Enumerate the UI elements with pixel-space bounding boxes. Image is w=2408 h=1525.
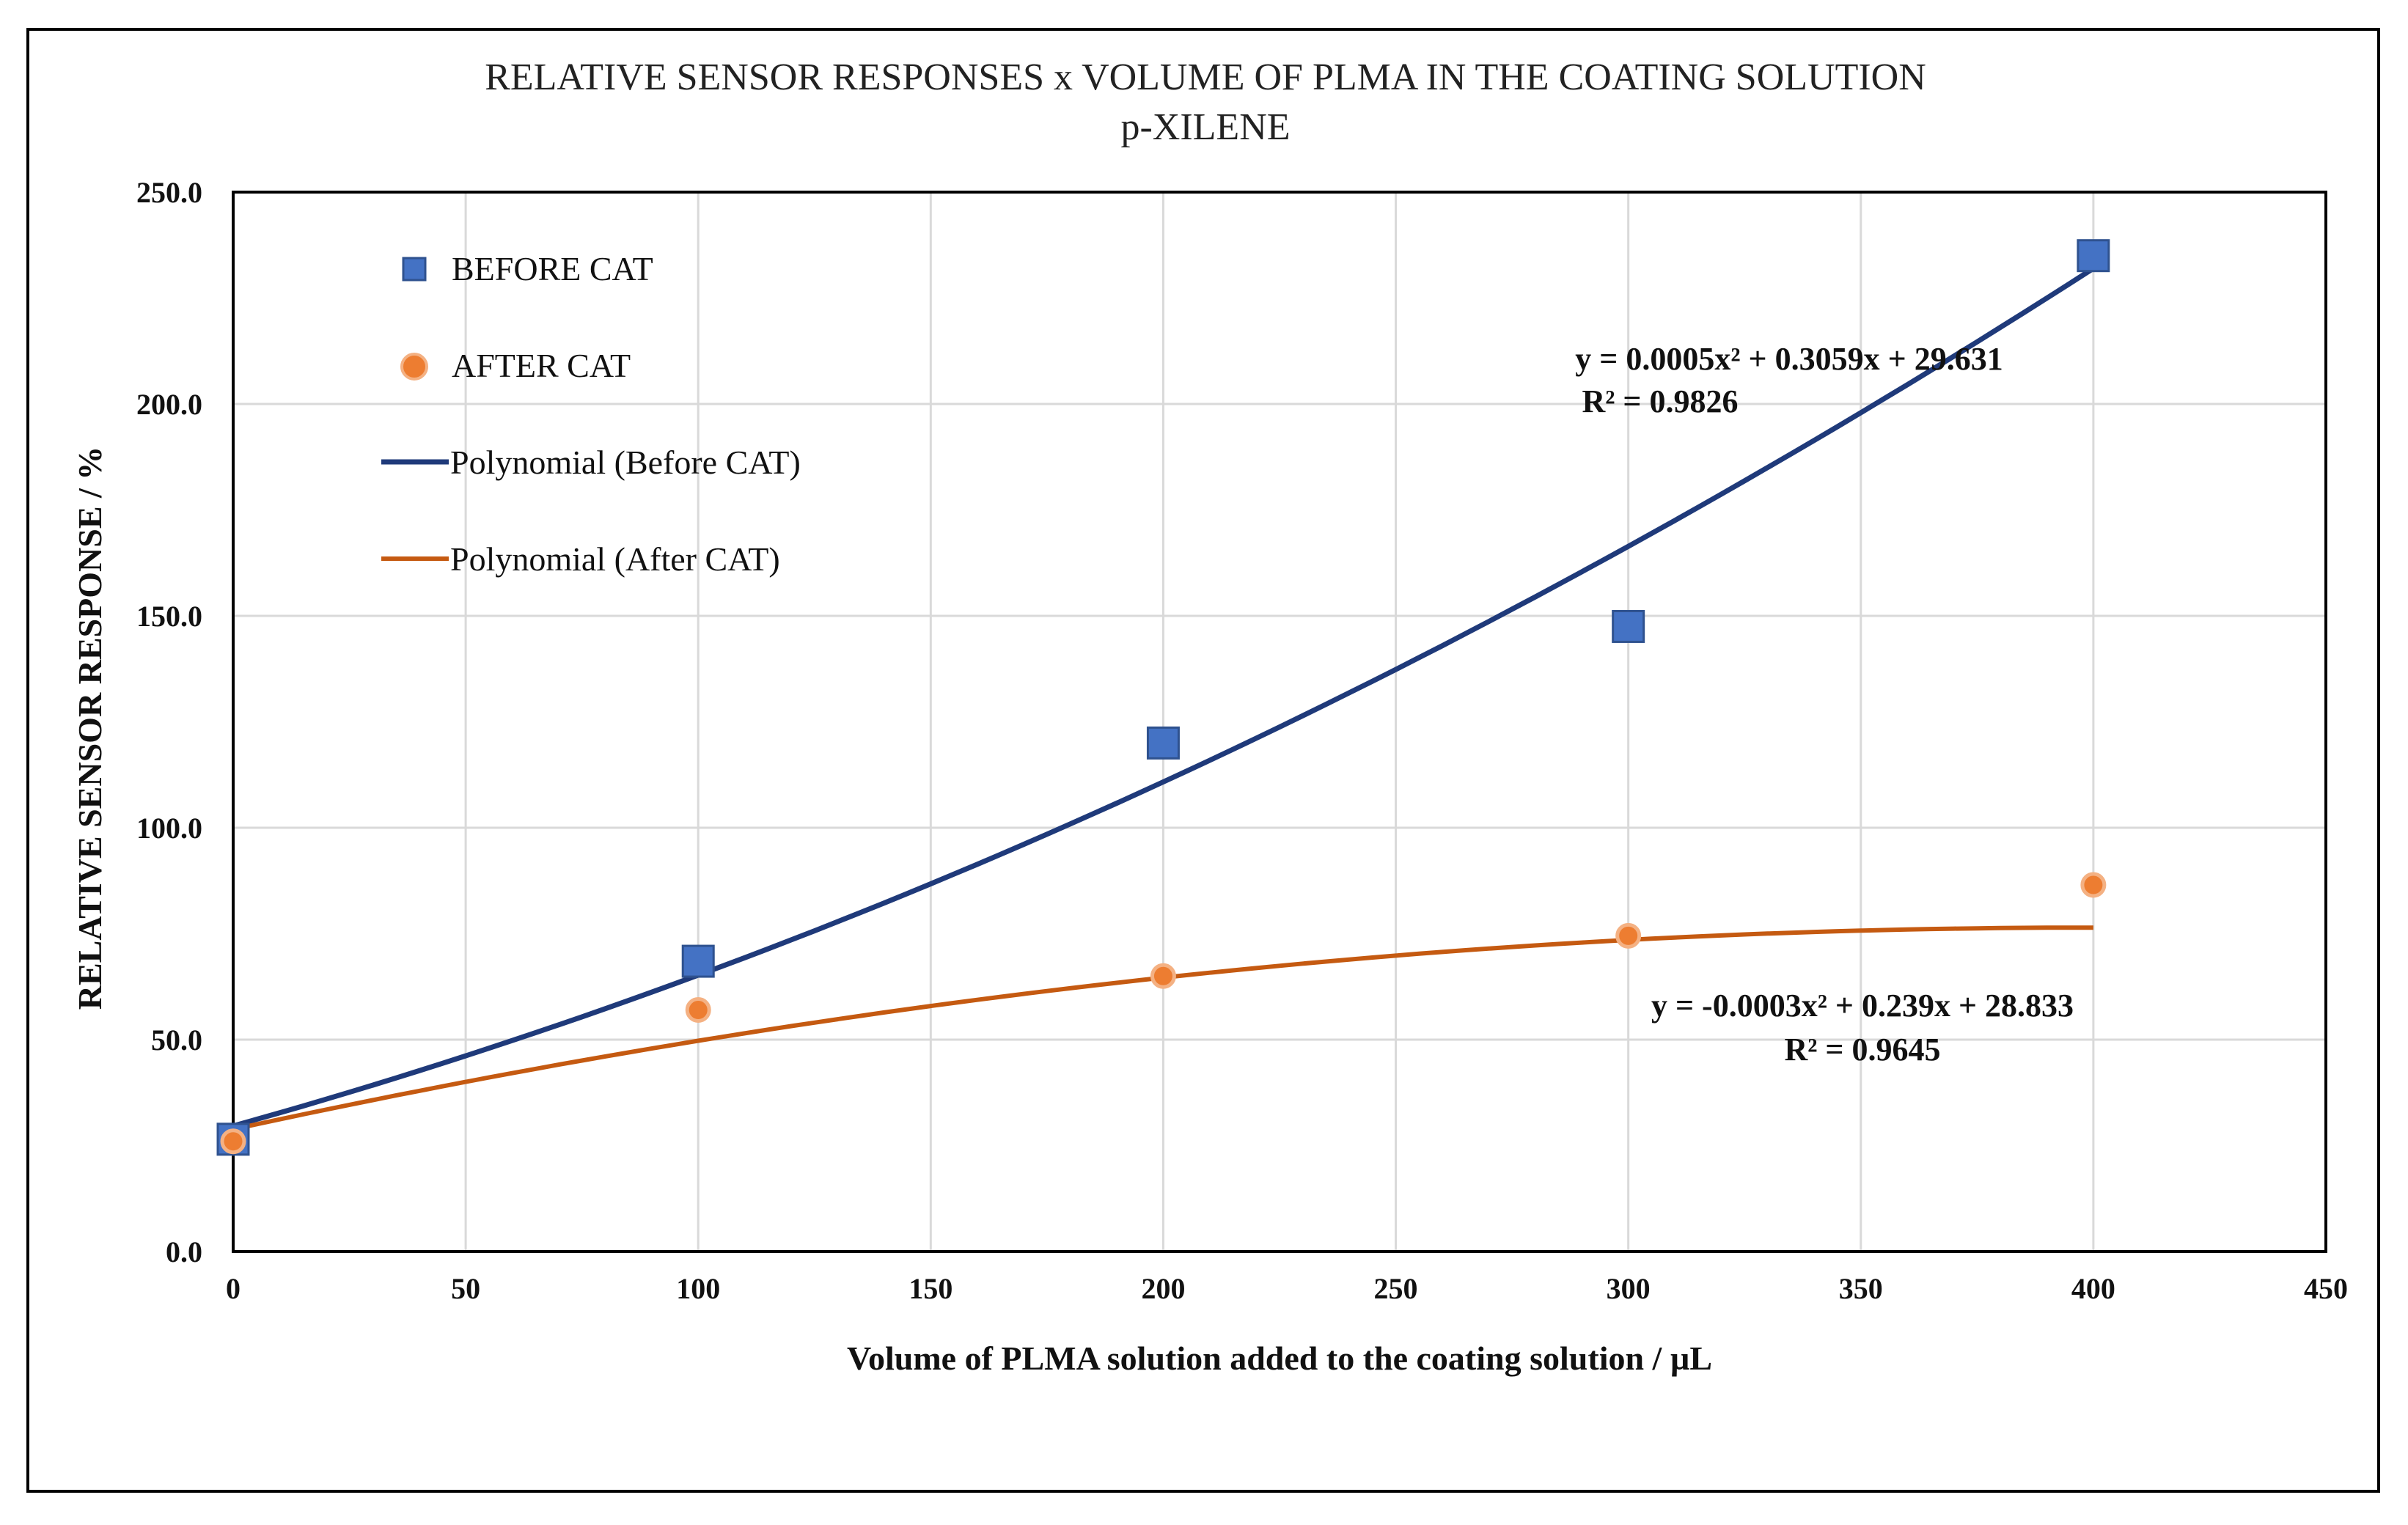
x-tick-label: 300 <box>1607 1272 1651 1305</box>
point-after-cat <box>220 1128 246 1155</box>
x-tick-label: 350 <box>1839 1272 1883 1305</box>
x-axis-ticks: 0 50 100 150 200 250 300 350 400 450 <box>226 1272 2348 1305</box>
x-tick-label: 150 <box>908 1272 952 1305</box>
r2-before-cat: R² = 0.9826 <box>1582 383 1738 419</box>
plot-area-border <box>232 191 2327 1253</box>
x-tick-label: 50 <box>451 1272 480 1305</box>
r2-after-cat: R² = 0.9645 <box>1784 1032 1940 1068</box>
x-tick-label: 450 <box>2304 1272 2348 1305</box>
y-axis-label: RELATIVE SENSOR RESPONSE / % <box>71 447 109 1010</box>
legend-marker-before-cat <box>402 257 427 282</box>
legend-label-before-cat: BEFORE CAT <box>452 250 653 287</box>
x-axis-label: Volume of PLMA solution added to the coa… <box>847 1340 1712 1377</box>
point-before-cat <box>2077 239 2110 273</box>
y-tick-label: 250.0 <box>136 176 202 209</box>
data-points <box>216 239 2110 1156</box>
grid <box>233 192 2326 1252</box>
equation-before-cat: y = 0.0005x² + 0.3059x + 29.631 <box>1575 341 2003 377</box>
point-after-cat <box>1615 922 1642 949</box>
y-axis-ticks: 0.0 50.0 100.0 150.0 200.0 250.0 <box>136 176 202 1268</box>
point-before-cat <box>1612 609 1645 643</box>
legend-label-poly-before: Polynomial (Before CAT) <box>450 444 801 481</box>
x-tick-label: 200 <box>1141 1272 1185 1305</box>
y-tick-label: 0.0 <box>166 1235 202 1268</box>
legend-marker-after-cat <box>400 353 428 381</box>
point-after-cat <box>2080 872 2107 898</box>
chart-subtitle: p-XILENE <box>1120 106 1290 148</box>
x-tick-label: 250 <box>1374 1272 1418 1305</box>
y-tick-label: 150.0 <box>136 600 202 633</box>
chart-title: RELATIVE SENSOR RESPONSES x VOLUME OF PL… <box>485 56 1926 98</box>
y-tick-label: 100.0 <box>136 812 202 845</box>
y-tick-label: 50.0 <box>151 1024 202 1057</box>
x-tick-label: 100 <box>676 1272 720 1305</box>
point-after-cat <box>685 997 711 1024</box>
point-before-cat <box>1146 726 1180 760</box>
legend: BEFORE CAT AFTER CAT Polynomial (Before … <box>381 250 801 578</box>
x-tick-label: 0 <box>226 1272 241 1305</box>
point-before-cat <box>681 944 715 978</box>
legend-label-after-cat: AFTER CAT <box>452 347 631 384</box>
legend-label-poly-after: Polynomial (After CAT) <box>450 540 780 578</box>
equation-after-cat: y = -0.0003x² + 0.239x + 28.833 <box>1651 988 2074 1024</box>
y-tick-label: 200.0 <box>136 388 202 421</box>
trendline-before-cat <box>232 266 2095 1129</box>
point-after-cat <box>1150 963 1176 989</box>
x-tick-label: 400 <box>2071 1272 2115 1305</box>
